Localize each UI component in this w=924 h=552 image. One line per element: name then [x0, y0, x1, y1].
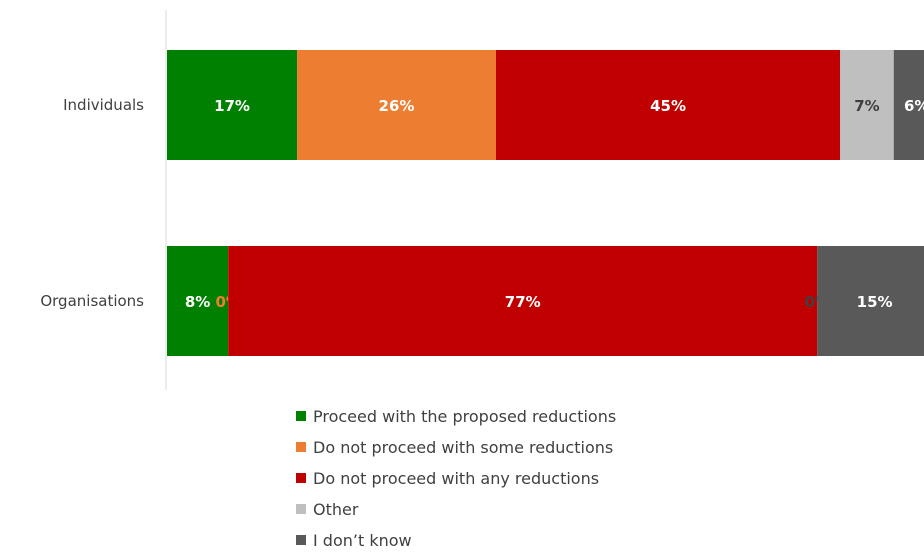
legend-label-4: I don’t know — [313, 531, 412, 550]
bar-segment-individuals-0 — [167, 50, 298, 160]
legend-swatch-0 — [296, 411, 306, 421]
legend-swatch-3 — [296, 504, 306, 514]
legend-swatch-2 — [296, 473, 306, 483]
bar-segment-individuals-2 — [495, 50, 841, 160]
data-label-organisations-4: 15% — [857, 293, 893, 311]
bar-segment-individuals-3 — [840, 50, 894, 160]
bar-segment-individuals-4 — [893, 50, 924, 160]
bar-segment-organisations-2 — [228, 246, 818, 356]
data-label-organisations-2: 77% — [505, 293, 541, 311]
category-label-individuals: Individuals — [63, 96, 144, 114]
data-label-individuals-1: 26% — [379, 97, 415, 115]
bar-segment-organisations-0 — [167, 246, 229, 356]
legend-label-1: Do not proceed with some reductions — [313, 438, 613, 457]
category-labels: Individuals Organisations — [40, 96, 144, 310]
bar-segment-individuals-1 — [297, 50, 496, 160]
data-label-organisations-0: 8% — [185, 293, 210, 311]
legend: Proceed with the proposed reductions Do n… — [296, 407, 616, 550]
data-label-individuals-4: 6% — [904, 97, 924, 115]
legend-label-3: Other — [313, 500, 359, 519]
data-label-individuals-3: 7% — [854, 97, 879, 115]
data-label-individuals-0: 17% — [214, 97, 250, 115]
category-label-organisations: Organisations — [40, 292, 144, 310]
legend-label-0: Proceed with the proposed reductions — [313, 407, 616, 426]
legend-swatch-1 — [296, 442, 306, 452]
legend-swatch-4 — [296, 535, 306, 545]
plot-area: 17%26%45%7%6%8%0%77%0%15% — [167, 50, 924, 356]
legend-label-2: Do not proceed with any reductions — [313, 469, 599, 488]
data-label-individuals-2: 45% — [650, 97, 686, 115]
bar-segment-organisations-4 — [817, 246, 924, 356]
